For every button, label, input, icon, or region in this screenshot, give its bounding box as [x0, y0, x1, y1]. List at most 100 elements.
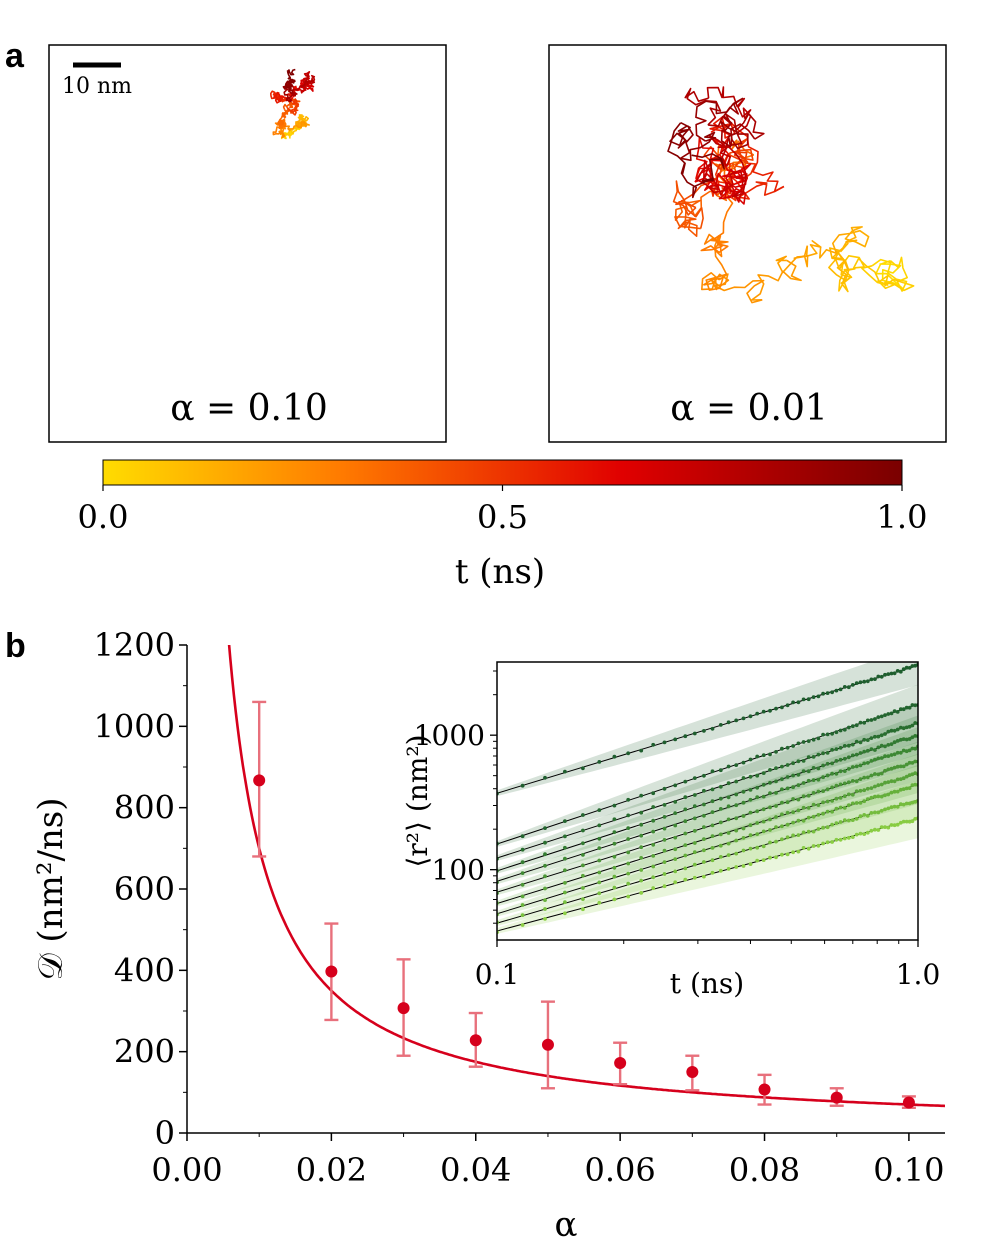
inset-data-point: [683, 831, 688, 836]
data-point: [469, 1034, 482, 1047]
inset-data-point: [651, 842, 656, 847]
inset-data-point: [785, 800, 790, 805]
inset-data-point: [806, 793, 811, 798]
inset-data-point: [865, 830, 870, 835]
inset-data-point: [904, 819, 909, 824]
inset-data-point: [801, 759, 806, 763]
inset-data-point: [869, 747, 874, 751]
inset-data-point: [785, 822, 790, 827]
data-point: [541, 1038, 554, 1051]
inset-data-point: [869, 795, 874, 800]
inset-data-point: [830, 761, 834, 766]
inset-data-point: [842, 756, 847, 761]
inset-data-point: [873, 734, 877, 739]
inset-data-point: [898, 725, 903, 730]
inset-data-point: [520, 847, 525, 852]
data-point: [902, 1096, 915, 1109]
inset-data-point: [774, 815, 778, 819]
inset-data-point: [858, 831, 863, 836]
inset-data-point: [901, 819, 906, 824]
inset-data-point: [910, 746, 915, 751]
inset-data-point: [755, 821, 760, 825]
inset-data-point: [520, 871, 525, 875]
inset-data-point: [801, 830, 806, 835]
inset-data-point: [834, 783, 839, 788]
inset-data-point: [910, 664, 915, 668]
inset-data-point: [543, 852, 547, 857]
inset-data-point: [761, 709, 766, 714]
data-point: [253, 774, 266, 787]
inset-data-point: [796, 772, 801, 777]
inset-data-point: [846, 792, 851, 797]
inset-data-point: [612, 803, 617, 808]
inset-data-point: [774, 804, 778, 808]
trajectory-segment: [702, 235, 728, 291]
trajectory-segment: [713, 273, 765, 304]
inset-data-point: [907, 819, 912, 824]
inset-data-point: [581, 841, 585, 846]
inset-data-point: [825, 825, 830, 830]
inset-data-point: [673, 847, 678, 852]
inset-data-point: [801, 781, 806, 785]
inset-data-point: [895, 710, 900, 714]
inset-data-point: [662, 786, 667, 791]
inset-data-point: [791, 810, 795, 815]
trajectory-segment: [871, 256, 908, 292]
inset-data-point: [898, 750, 903, 755]
inset-data-point: [876, 772, 881, 777]
inset-data-point: [741, 716, 746, 721]
inset-data-point: [862, 799, 867, 804]
inset-data-point: [761, 829, 766, 834]
inset-data-point: [612, 841, 617, 846]
inset-data-point: [761, 753, 766, 758]
inset-data-point: [854, 764, 859, 769]
inset-data-point: [639, 822, 644, 827]
inset-data-point: [821, 732, 825, 737]
inset-data-point: [821, 789, 825, 793]
inset-data-point: [806, 806, 811, 810]
inset-data-point: [834, 759, 839, 763]
inset-data-point: [796, 783, 801, 788]
inset-data-point: [883, 744, 887, 749]
inset-data-point: [612, 854, 617, 859]
inset-data-point: [755, 832, 760, 836]
inset-data-point: [718, 796, 723, 801]
inset-data-point: [904, 665, 909, 670]
inset-data-point: [811, 844, 816, 848]
inset-data-point: [673, 800, 678, 804]
inset-data-point: [741, 848, 746, 853]
inset-data-point: [520, 923, 525, 927]
inset-data-point: [597, 891, 602, 896]
inset-data-point: [581, 897, 585, 901]
inset-data-point: [748, 797, 753, 802]
trajectory-segment: [715, 168, 747, 205]
inset-data-point: [842, 818, 847, 823]
main-y-label: 𝒟 (nm²/ns): [31, 797, 71, 980]
colorbar-tick-label-0: 0.0: [78, 498, 129, 536]
inset-data-point: [904, 737, 909, 742]
inset-data-point: [842, 685, 847, 689]
inset-data-point: [869, 828, 874, 833]
inset-series-group: [497, 715, 918, 874]
colorbar-tick-label-1: 0.5: [477, 498, 528, 536]
data-point: [614, 1057, 627, 1070]
inset-data-point: [651, 854, 656, 858]
inset-data-point: [785, 835, 790, 840]
inset-data-point: [869, 759, 874, 763]
inset-data-point: [825, 773, 830, 778]
inset-data-point: [892, 709, 897, 713]
data-point-group: [685, 1054, 700, 1092]
inset-data-point: [886, 767, 891, 772]
inset-data-point: [734, 851, 739, 856]
main-x-tick-label: 0.04: [440, 1151, 511, 1189]
inset-data-point: [816, 694, 821, 699]
inset-data-point: [846, 818, 851, 823]
inset-data-point: [748, 788, 753, 792]
inset-data-point: [846, 767, 851, 771]
inset-data-point: [889, 711, 894, 716]
data-point-group: [540, 1000, 555, 1090]
inset-data-point: [748, 833, 753, 838]
inset-data-point: [834, 796, 839, 801]
trajectory-segment: [277, 117, 285, 126]
